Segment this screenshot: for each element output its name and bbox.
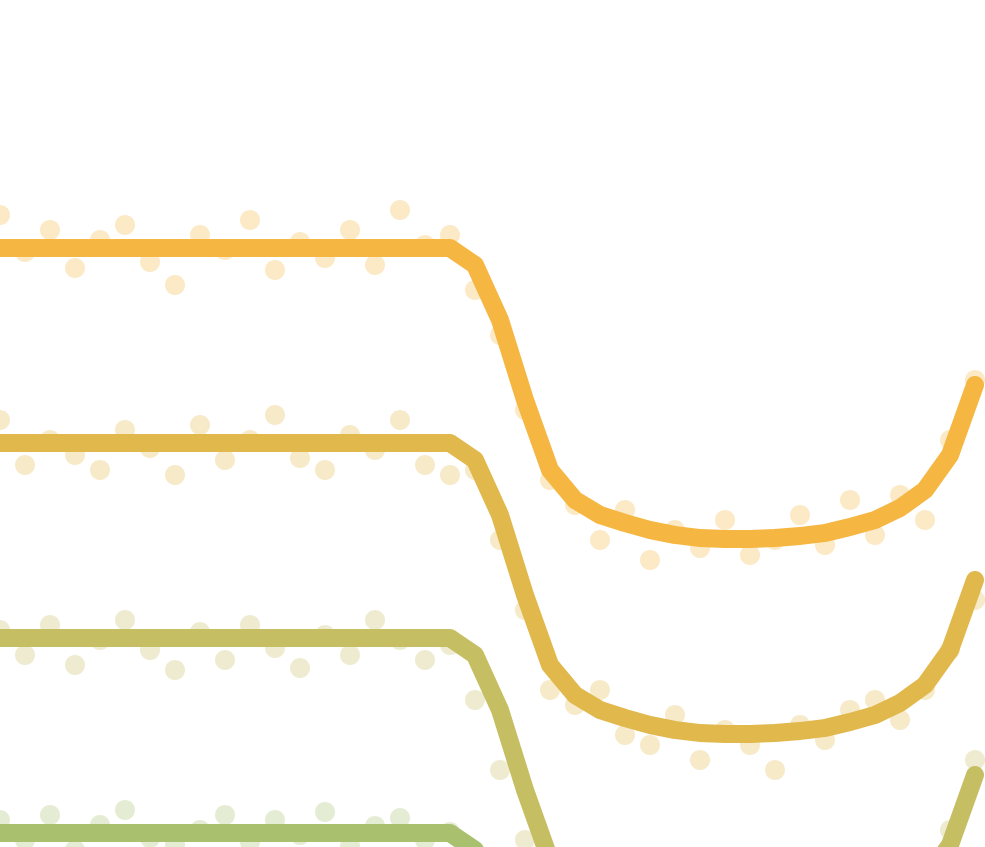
- data-point: [640, 735, 660, 755]
- data-point: [640, 550, 660, 570]
- data-point: [315, 460, 335, 480]
- data-point: [390, 410, 410, 430]
- data-point: [265, 405, 285, 425]
- fit-line: [0, 824, 484, 847]
- series: [0, 800, 484, 847]
- data-point: [365, 255, 385, 275]
- data-point: [215, 450, 235, 470]
- data-point: [240, 210, 260, 230]
- data-point: [515, 830, 535, 847]
- data-point: [15, 455, 35, 475]
- data-point: [365, 610, 385, 630]
- series: [0, 610, 985, 847]
- data-point: [115, 610, 135, 630]
- data-point: [165, 275, 185, 295]
- data-point: [0, 205, 10, 225]
- data-point: [615, 725, 635, 745]
- data-point: [315, 802, 335, 822]
- fit-line: [0, 434, 984, 743]
- data-point: [840, 490, 860, 510]
- data-point: [340, 645, 360, 665]
- data-point: [0, 410, 10, 430]
- data-point: [465, 690, 485, 710]
- data-point: [40, 805, 60, 825]
- data-point: [690, 750, 710, 770]
- data-point: [590, 530, 610, 550]
- data-point: [15, 645, 35, 665]
- data-point: [965, 750, 985, 770]
- data-point: [65, 258, 85, 278]
- data-point: [415, 455, 435, 475]
- data-point: [415, 650, 435, 670]
- data-point: [590, 680, 610, 700]
- fit-line: [0, 239, 984, 548]
- data-point: [215, 650, 235, 670]
- data-point: [765, 760, 785, 780]
- data-point: [390, 808, 410, 828]
- data-point: [440, 465, 460, 485]
- data-point: [115, 215, 135, 235]
- data-point: [90, 460, 110, 480]
- data-point: [790, 505, 810, 525]
- data-point: [915, 510, 935, 530]
- data-point: [215, 805, 235, 825]
- series: [0, 405, 985, 780]
- data-point: [115, 800, 135, 820]
- fit-line: [0, 629, 984, 847]
- data-point: [390, 200, 410, 220]
- data-point: [65, 655, 85, 675]
- data-point: [490, 760, 510, 780]
- data-point: [290, 448, 310, 468]
- data-point: [40, 220, 60, 240]
- data-point: [715, 510, 735, 530]
- data-point: [740, 545, 760, 565]
- data-point: [340, 220, 360, 240]
- data-point: [265, 260, 285, 280]
- series: [0, 200, 985, 570]
- data-point: [190, 415, 210, 435]
- data-point: [165, 660, 185, 680]
- data-point: [290, 658, 310, 678]
- data-point: [165, 465, 185, 485]
